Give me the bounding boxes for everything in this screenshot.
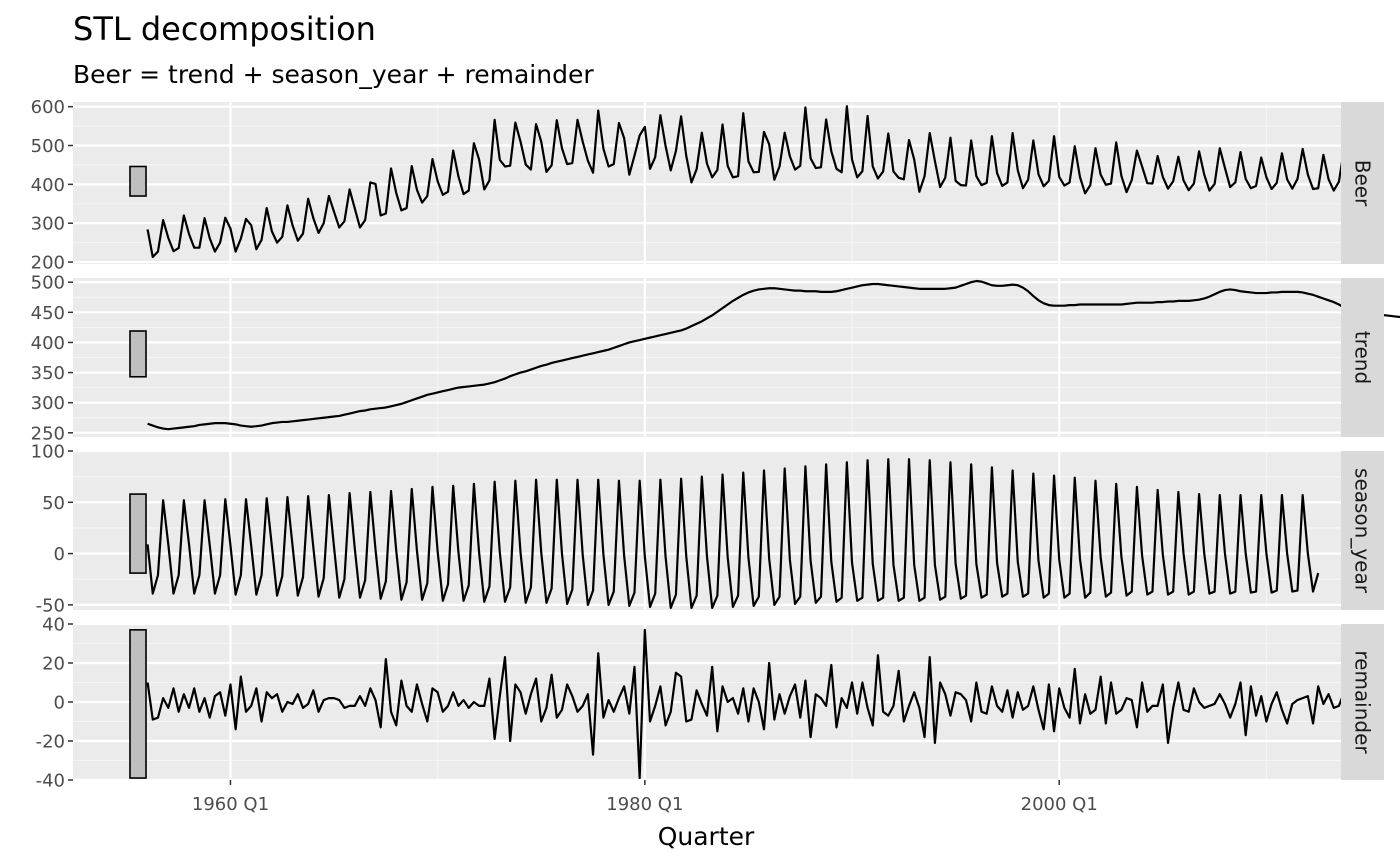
facet-strip-label: season_year: [1351, 468, 1375, 594]
facet-strip: [1341, 624, 1384, 780]
y-tick-label: 500: [31, 136, 65, 157]
panel-remainder: -40 -20 0 20 40 remainder: [36, 615, 1384, 792]
panel-background: [73, 451, 1341, 610]
x-axis-title: Quarter: [658, 822, 755, 851]
facet-strip: [1341, 451, 1384, 610]
series-line-remainder: [146, 628, 1366, 780]
y-tick-label: 350: [31, 363, 65, 384]
series-line-season-year: [146, 458, 1320, 610]
panel-Beer: 200 300 400 500 600 Beer: [31, 97, 1384, 274]
scale-bar: [129, 493, 147, 574]
facet-strip-label: Beer: [1351, 160, 1375, 207]
y-tick-label: 50: [42, 493, 65, 514]
facet-panels: 200300400500600Beer250300350400450500tre…: [31, 97, 1400, 792]
y-tick-label: 20: [42, 654, 65, 675]
y-tick-label: 300: [31, 393, 65, 414]
x-tick-label: 2000 Q1: [1021, 794, 1098, 815]
y-tick-label: 400: [31, 175, 65, 196]
y-tick-label: -40: [36, 771, 65, 792]
panel-trend: 250 300 350 400 450 500 trend: [31, 273, 1400, 444]
y-tick-label: 500: [31, 273, 65, 294]
facet-strip-label: trend: [1351, 331, 1375, 384]
y-tick-label: 200: [31, 253, 65, 274]
y-tick-label: -20: [36, 732, 65, 753]
y-tick-label: 450: [31, 303, 65, 324]
series-line-trend: [147, 279, 1400, 431]
series-line-Beer: [146, 105, 1377, 259]
y-tick-label: 600: [31, 97, 65, 118]
facet-strip-label: remainder: [1351, 650, 1375, 754]
x-tick-label: 1960 Q1: [192, 794, 269, 815]
chart-title: STL decomposition: [73, 10, 376, 48]
scale-bar: [129, 165, 147, 197]
y-tick-label: 0: [54, 544, 65, 565]
scale-bar: [129, 629, 147, 779]
x-axis: 1960 Q1 1980 Q1 2000 Q1: [192, 780, 1098, 815]
facet-strip: [1341, 278, 1384, 437]
x-tick-label: 1980 Q1: [606, 794, 683, 815]
panel-season-year: -50 0 50 100 season_year: [31, 442, 1384, 616]
chart-subtitle: Beer = trend + season_year + remainder: [73, 60, 594, 89]
scale-bar: [129, 330, 147, 378]
y-tick-label: 400: [31, 333, 65, 354]
y-tick-label: 40: [42, 615, 65, 636]
y-tick-label: 250: [31, 423, 65, 444]
facet-strip: [1341, 102, 1384, 264]
y-tick-label: -50: [36, 595, 65, 616]
y-tick-label: 100: [31, 442, 65, 463]
y-tick-label: 300: [31, 214, 65, 235]
y-tick-label: 0: [54, 693, 65, 714]
